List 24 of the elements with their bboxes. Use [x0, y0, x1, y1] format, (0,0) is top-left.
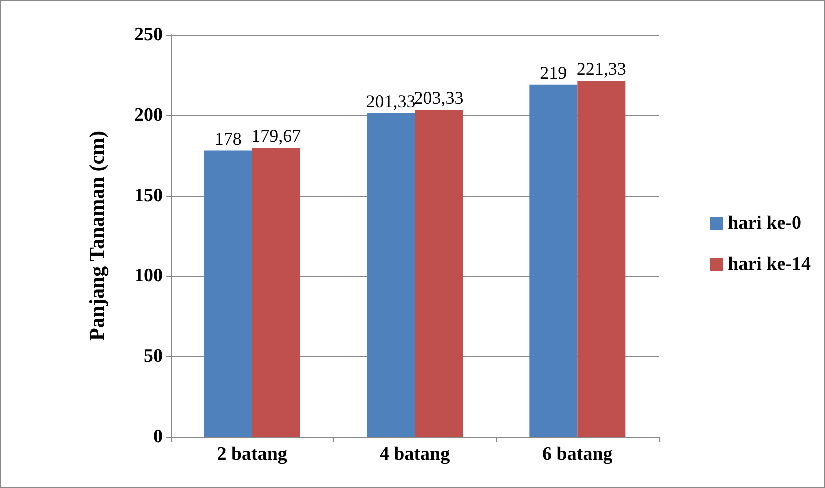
data-label: 178	[214, 128, 242, 149]
data-label: 221,33	[576, 59, 626, 80]
bar	[367, 113, 415, 437]
x-tick-label: 4 batang	[380, 444, 451, 465]
bar	[252, 148, 300, 437]
y-axis-title: Panjang Tanaman (cm)	[85, 130, 109, 342]
data-label: 179,67	[252, 126, 302, 146]
bar	[204, 150, 252, 437]
y-tick-label: 250	[134, 24, 163, 46]
x-tick-label: 6 batang	[542, 444, 614, 465]
y-tick-label: 100	[134, 266, 163, 287]
bar	[578, 81, 626, 437]
data-label: 201,33	[366, 91, 416, 112]
data-label: 203,33	[414, 88, 464, 108]
legend-label: hari ke-14	[728, 254, 812, 275]
y-tick-label: 150	[134, 185, 163, 206]
y-tick-label: 200	[134, 104, 163, 126]
y-tick-label: 50	[144, 346, 163, 368]
legend-label: hari ke-0	[728, 213, 802, 234]
data-label: 219	[540, 62, 568, 83]
y-tick-label: 0	[154, 426, 163, 448]
bar	[415, 110, 463, 437]
bar	[530, 84, 578, 437]
x-tick-label: 2 batang	[217, 444, 288, 465]
